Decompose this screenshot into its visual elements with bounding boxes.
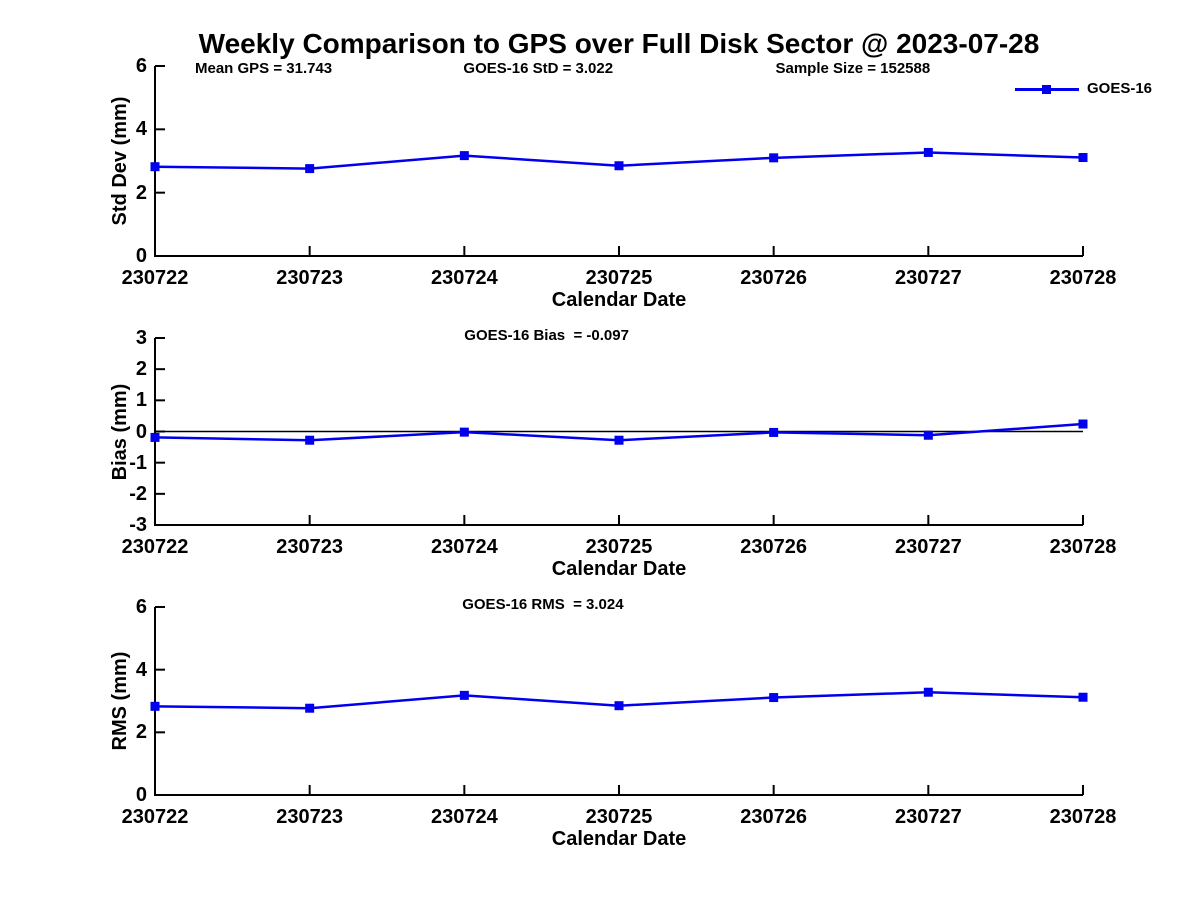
x-tick-label: 230722 (121, 536, 189, 558)
data-point-marker (614, 701, 624, 711)
stat-annotation: Mean GPS = 31.743 (194, 60, 333, 77)
y-tick-label: -3 (129, 514, 147, 536)
data-point-marker (305, 435, 315, 445)
data-point-marker (1078, 419, 1088, 429)
y-tick-label: 6 (135, 55, 147, 77)
legend-label: GOES-16 (1087, 80, 1153, 97)
data-point-marker (150, 432, 160, 442)
y-axis-label: Bias (mm) (109, 383, 131, 480)
y-tick-label: 4 (135, 658, 147, 681)
data-point-marker (923, 430, 933, 440)
y-tick-label: 2 (135, 358, 147, 381)
data-point-marker (1078, 153, 1088, 163)
x-tick-label: 230723 (276, 806, 344, 828)
data-point-marker (150, 162, 160, 172)
y-tick-label: 0 (135, 245, 147, 267)
x-tick-label: 230723 (276, 536, 344, 558)
y-tick-label: -2 (129, 482, 147, 505)
x-tick-label: 230726 (740, 267, 808, 289)
data-point-marker (923, 687, 933, 697)
y-tick-label: 6 (135, 596, 147, 618)
y-axis-label: Std Dev (mm) (109, 96, 131, 226)
data-point-marker (150, 701, 160, 711)
x-tick-label: 230724 (430, 267, 498, 289)
x-tick-label: 230728 (1049, 267, 1117, 289)
x-tick-label: 230724 (430, 536, 498, 558)
data-point-marker (614, 161, 624, 171)
legend-square-marker-icon (1042, 85, 1051, 94)
x-tick-label: 230724 (430, 806, 498, 828)
x-tick-label: 230728 (1049, 806, 1117, 828)
data-point-marker (459, 690, 469, 700)
x-tick-label: 230726 (740, 806, 808, 828)
data-point-marker (923, 147, 933, 157)
x-tick-label: 230723 (276, 267, 344, 289)
y-tick-label: 4 (135, 118, 147, 141)
x-tick-label: 230725 (585, 536, 653, 558)
x-tick-label: 230722 (121, 806, 189, 828)
x-tick-label: 230727 (894, 806, 962, 828)
stat-annotation: Sample Size = 152588 (775, 60, 931, 77)
x-tick-label: 230727 (894, 267, 962, 289)
x-tick-label: 230726 (740, 536, 808, 558)
data-point-marker (769, 427, 779, 437)
y-axis-label: RMS (mm) (109, 651, 131, 751)
data-point-marker (305, 703, 315, 713)
x-axis-label: Calendar Date (551, 558, 687, 580)
y-tick-label: 2 (135, 721, 147, 744)
y-tick-label: 2 (135, 181, 147, 204)
x-tick-label: 230727 (894, 536, 962, 558)
stat-annotation: GOES-16 RMS = 3.024 (462, 596, 624, 613)
y-tick-label: 0 (135, 420, 147, 443)
x-tick-label: 230722 (121, 267, 189, 289)
data-point-marker (1078, 692, 1088, 702)
y-tick-label: 1 (135, 389, 147, 412)
x-tick-label: 230728 (1049, 536, 1117, 558)
data-point-marker (769, 693, 779, 703)
y-tick-label: -1 (129, 451, 147, 474)
x-axis-label: Calendar Date (551, 828, 687, 850)
stat-annotation: GOES-16 Bias = -0.097 (464, 327, 629, 344)
x-tick-label: 230725 (585, 267, 653, 289)
data-point-marker (305, 164, 315, 174)
y-tick-label: 3 (135, 327, 147, 349)
x-tick-label: 230725 (585, 806, 653, 828)
data-point-marker (459, 427, 469, 437)
figure-title: Weekly Comparison to GPS over Full Disk … (198, 28, 1040, 59)
y-tick-label: 0 (135, 784, 147, 806)
stat-annotation: GOES-16 StD = 3.022 (463, 60, 614, 77)
data-point-marker (459, 151, 469, 161)
x-axis-label: Calendar Date (551, 289, 687, 311)
data-point-marker (769, 153, 779, 163)
data-point-marker (614, 435, 624, 445)
